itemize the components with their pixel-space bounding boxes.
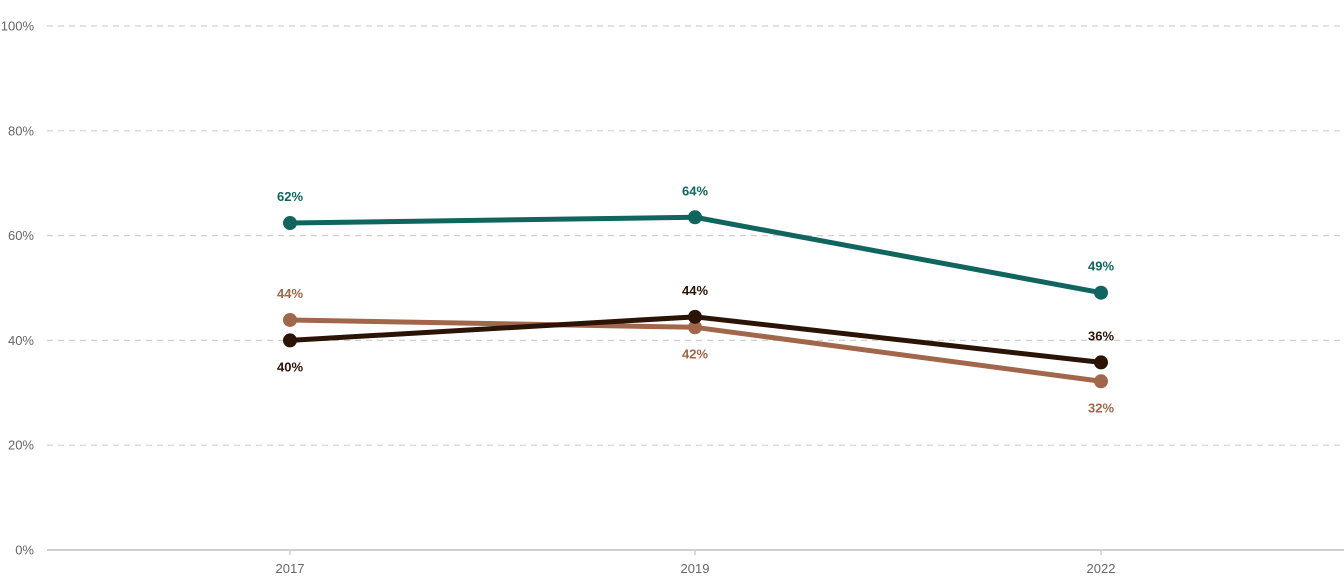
data-label: 32% [1088,400,1114,415]
series-lines [283,210,1108,389]
data-point [1094,374,1108,389]
data-label: 62% [277,189,303,204]
data-label: 49% [1088,259,1114,274]
x-axis [47,549,1344,555]
x-tick-label: 2019 [681,561,710,576]
data-label: 64% [682,183,708,198]
y-tick-label: 60% [8,228,34,243]
y-tick-label: 100% [1,19,35,34]
y-tick-label: 80% [8,123,34,138]
data-label: 44% [277,286,303,301]
data-labels: 62% 64% 49% 44% 42% 32% 40% 44% 36% [277,183,1114,415]
series-line [287,214,1104,296]
x-axis-labels: 2017 2019 2022 [276,561,1116,576]
y-tick-label: 0% [15,543,34,558]
data-point [283,312,297,327]
data-point [283,216,297,231]
data-label: 36% [1088,328,1114,343]
gridlines [47,25,1344,446]
x-tick-label: 2017 [276,561,305,576]
data-point [688,309,702,324]
y-axis-labels: 0% 20% 40% 60% 80% 100% [1,19,35,558]
y-tick-label: 20% [8,438,34,453]
data-label: 44% [682,283,708,298]
data-point [1094,285,1108,300]
data-point [688,320,702,335]
data-label: 42% [682,346,708,361]
data-label: 40% [277,359,303,374]
data-point [1094,355,1108,370]
data-point [283,333,297,348]
data-point [688,210,702,225]
y-tick-label: 40% [8,333,34,348]
x-tick-label: 2022 [1087,561,1116,576]
